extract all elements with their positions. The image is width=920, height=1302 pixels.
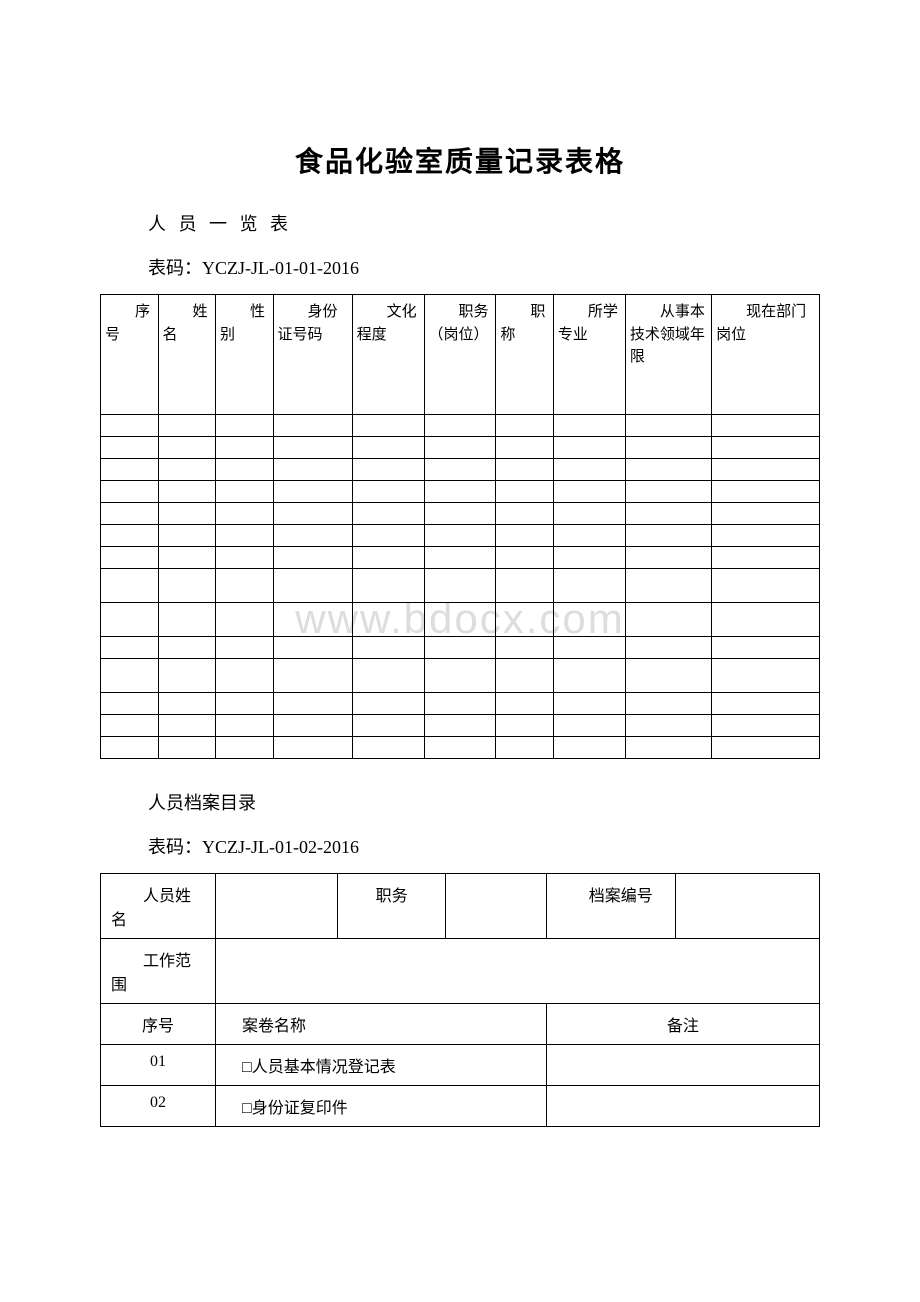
section2-title: 人员档案目录 — [148, 789, 820, 815]
docname-header: 案卷名称 — [216, 1004, 547, 1045]
scope-label: 工作范围 — [101, 939, 216, 1004]
table-row — [101, 693, 820, 715]
remark-header: 备注 — [546, 1004, 819, 1045]
position-label: 职务 — [338, 874, 446, 939]
table-row — [101, 547, 820, 569]
table-row: 01 □人员基本情况登记表 — [101, 1045, 820, 1086]
row1-name: □人员基本情况登记表 — [216, 1045, 547, 1086]
col10-header: 现在部门岗位 — [716, 301, 815, 346]
table-row — [101, 481, 820, 503]
archive-table: 人员姓名 职务 档案编号 工作范围 序号 案卷名称 备注 01 □人员基本情况登… — [100, 873, 820, 1127]
col5-header: 文化程度 — [357, 301, 420, 346]
table-row — [101, 437, 820, 459]
table-row — [101, 659, 820, 693]
row2-seq: 02 — [101, 1086, 216, 1127]
table-row — [101, 637, 820, 659]
col6-header: 职务（岗位） — [429, 301, 492, 346]
col3-header: 性别 — [220, 301, 269, 346]
main-title: 食品化验室质量记录表格 — [100, 140, 820, 180]
row1-seq: 01 — [101, 1045, 216, 1086]
table-row — [101, 415, 820, 437]
col8-header: 所学专业 — [558, 301, 621, 346]
fileno-label: 档案编号 — [546, 874, 675, 939]
table-row — [101, 715, 820, 737]
personnel-table: 序号 姓名 性别 身份证号码 文化程度 职务（岗位） 职称 所学专业 从事本技术… — [100, 294, 820, 759]
table-row: 工作范围 — [101, 939, 820, 1004]
seq-header: 序号 — [101, 1004, 216, 1045]
table-row — [101, 569, 820, 603]
col7-header: 职称 — [500, 301, 549, 346]
section1-title: 人 员 一 览 表 — [148, 210, 820, 236]
col1-header: 序号 — [105, 301, 154, 346]
table-row — [101, 737, 820, 759]
col4-header: 身份证号码 — [278, 301, 348, 346]
table-row — [101, 525, 820, 547]
table-row — [101, 503, 820, 525]
table-row — [101, 459, 820, 481]
table-row: 人员姓名 职务 档案编号 — [101, 874, 820, 939]
section2-code: 表码：YCZJ-JL-01-02-2016 — [148, 833, 820, 859]
col2-header: 姓名 — [163, 301, 212, 346]
table1-header-row: 序号 姓名 性别 身份证号码 文化程度 职务（岗位） 职称 所学专业 从事本技术… — [101, 295, 820, 415]
name-label: 人员姓名 — [101, 874, 216, 939]
table-row: 02 □身份证复印件 — [101, 1086, 820, 1127]
section1-code: 表码：YCZJ-JL-01-01-2016 — [148, 254, 820, 280]
table-row — [101, 603, 820, 637]
col9-header: 从事本技术领域年限 — [630, 301, 707, 369]
table-row: 序号 案卷名称 备注 — [101, 1004, 820, 1045]
row2-name: □身份证复印件 — [216, 1086, 547, 1127]
